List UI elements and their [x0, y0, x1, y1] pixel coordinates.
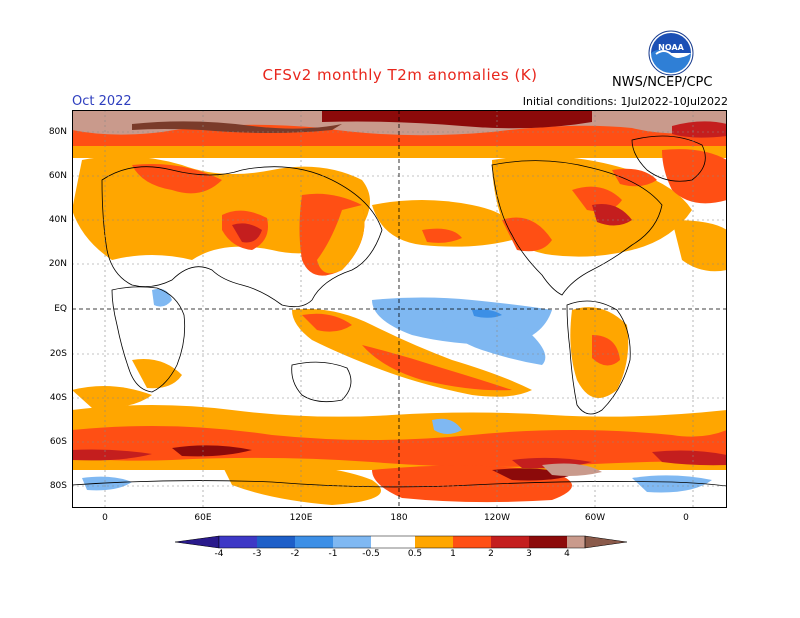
lat-label-80s: 80S [49, 481, 67, 491]
colorbar-swatch [333, 536, 371, 548]
noaa-logo-text: NOAA [658, 43, 684, 52]
lon-label-60e: 60E [194, 513, 212, 523]
lon-label-120w: 120W [483, 513, 511, 523]
colorbar-label: -4 [214, 549, 224, 559]
colorbar-label: 4 [564, 549, 570, 559]
colorbar-swatch [415, 536, 453, 548]
colorbar-over-arrow [584, 535, 627, 549]
colorbar-swatch [529, 536, 567, 548]
lon-label-180: 180 [390, 513, 408, 523]
gridlines [72, 110, 727, 508]
anomaly-map [72, 110, 727, 508]
colorbar-swatch [453, 536, 491, 548]
colorbar-swatch [219, 536, 257, 548]
colorbar-label: -1 [328, 549, 338, 559]
colorbar-swatch [371, 536, 415, 548]
lat-label-60s: 60S [49, 437, 67, 447]
colorbar-swatch [567, 536, 585, 548]
colorbar-swatch [491, 536, 529, 548]
lat-label-80n: 80N [48, 127, 67, 137]
organization-label: NWS/NCEP/CPC [612, 75, 713, 90]
colorbar-label: 1 [450, 549, 456, 559]
lat-label-40s: 40S [49, 393, 67, 403]
equator-dateline [72, 110, 727, 508]
map-title: CFSv2 monthly T2m anomalies (K) [262, 66, 538, 84]
colorbar [175, 535, 627, 549]
lon-label-60w: 60W [584, 513, 606, 523]
colorbar-label: -2 [290, 549, 300, 559]
anomaly-fields [72, 110, 727, 508]
colorbar-swatch [295, 536, 333, 548]
lon-label-0: 0 [102, 513, 108, 523]
lat-label-20n: 20N [48, 259, 67, 269]
lat-label-eq: EQ [54, 304, 67, 314]
colorbar-label: -3 [252, 549, 262, 559]
lon-label-120e: 120E [289, 513, 313, 523]
lat-label-20s: 20S [49, 349, 67, 359]
lon-label-0-east: 0 [683, 513, 689, 523]
forecast-month: Oct 2022 [72, 94, 132, 109]
colorbar-label: 2 [488, 549, 494, 559]
colorbar-label: -0.5 [362, 549, 380, 559]
colorbar-swatch [257, 536, 295, 548]
colorbar-under-arrow [175, 535, 220, 549]
lat-label-60n: 60N [48, 171, 67, 181]
colorbar-label: 0.5 [407, 549, 423, 559]
noaa-logo: NOAA [648, 30, 694, 76]
initial-conditions: Initial conditions: 1Jul2022-10Jul2022 [522, 95, 728, 108]
colorbar-label: 3 [526, 549, 532, 559]
lat-label-40n: 40N [48, 215, 67, 225]
